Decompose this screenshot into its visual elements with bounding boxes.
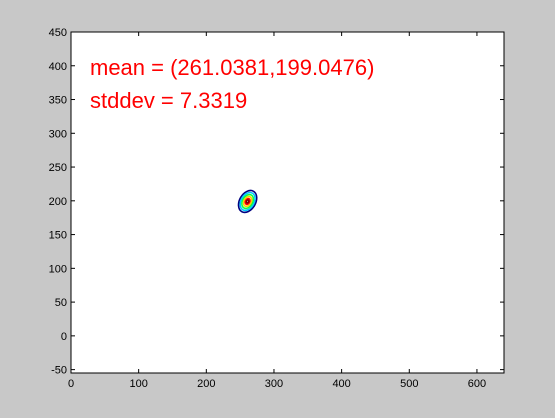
x-tick-label: 500: [400, 378, 418, 390]
y-tick-label: 300: [49, 128, 67, 140]
x-axis: 0 100 200 300 400 500 600: [68, 32, 486, 390]
contour-line: [245, 199, 250, 204]
y-tick-label: 50: [55, 297, 67, 309]
contour-line: [239, 191, 256, 212]
x-tick-label: 0: [68, 378, 74, 390]
y-tick-label: 250: [49, 162, 67, 174]
x-tick-label: 200: [197, 378, 215, 390]
y-tick-label: -50: [51, 365, 67, 377]
x-tick-label: 600: [468, 378, 486, 390]
x-tick-label: 300: [265, 378, 283, 390]
y-tick-label: 400: [49, 61, 67, 73]
contour-line: [242, 195, 253, 208]
y-axis: -50 0 50 100 150 200 250 300 350 400 450: [49, 27, 504, 377]
contour-line: [241, 193, 255, 210]
y-tick-label: 350: [49, 95, 67, 107]
mean-annotation: mean = (261.0381,199.0476): [90, 55, 374, 80]
stddev-annotation: stddev = 7.3319: [90, 88, 247, 113]
y-tick-label: 150: [49, 230, 67, 242]
y-tick-label: 450: [49, 27, 67, 39]
contour-line: [237, 189, 258, 214]
y-tick-label: 200: [49, 196, 67, 208]
contour-plot: [237, 189, 258, 214]
y-tick-label: 0: [61, 331, 67, 343]
x-tick-label: 400: [332, 378, 350, 390]
y-tick-label: 100: [49, 263, 67, 275]
plot-area: [70, 31, 505, 374]
x-tick-label: 100: [129, 378, 147, 390]
contour-line: [244, 197, 251, 206]
